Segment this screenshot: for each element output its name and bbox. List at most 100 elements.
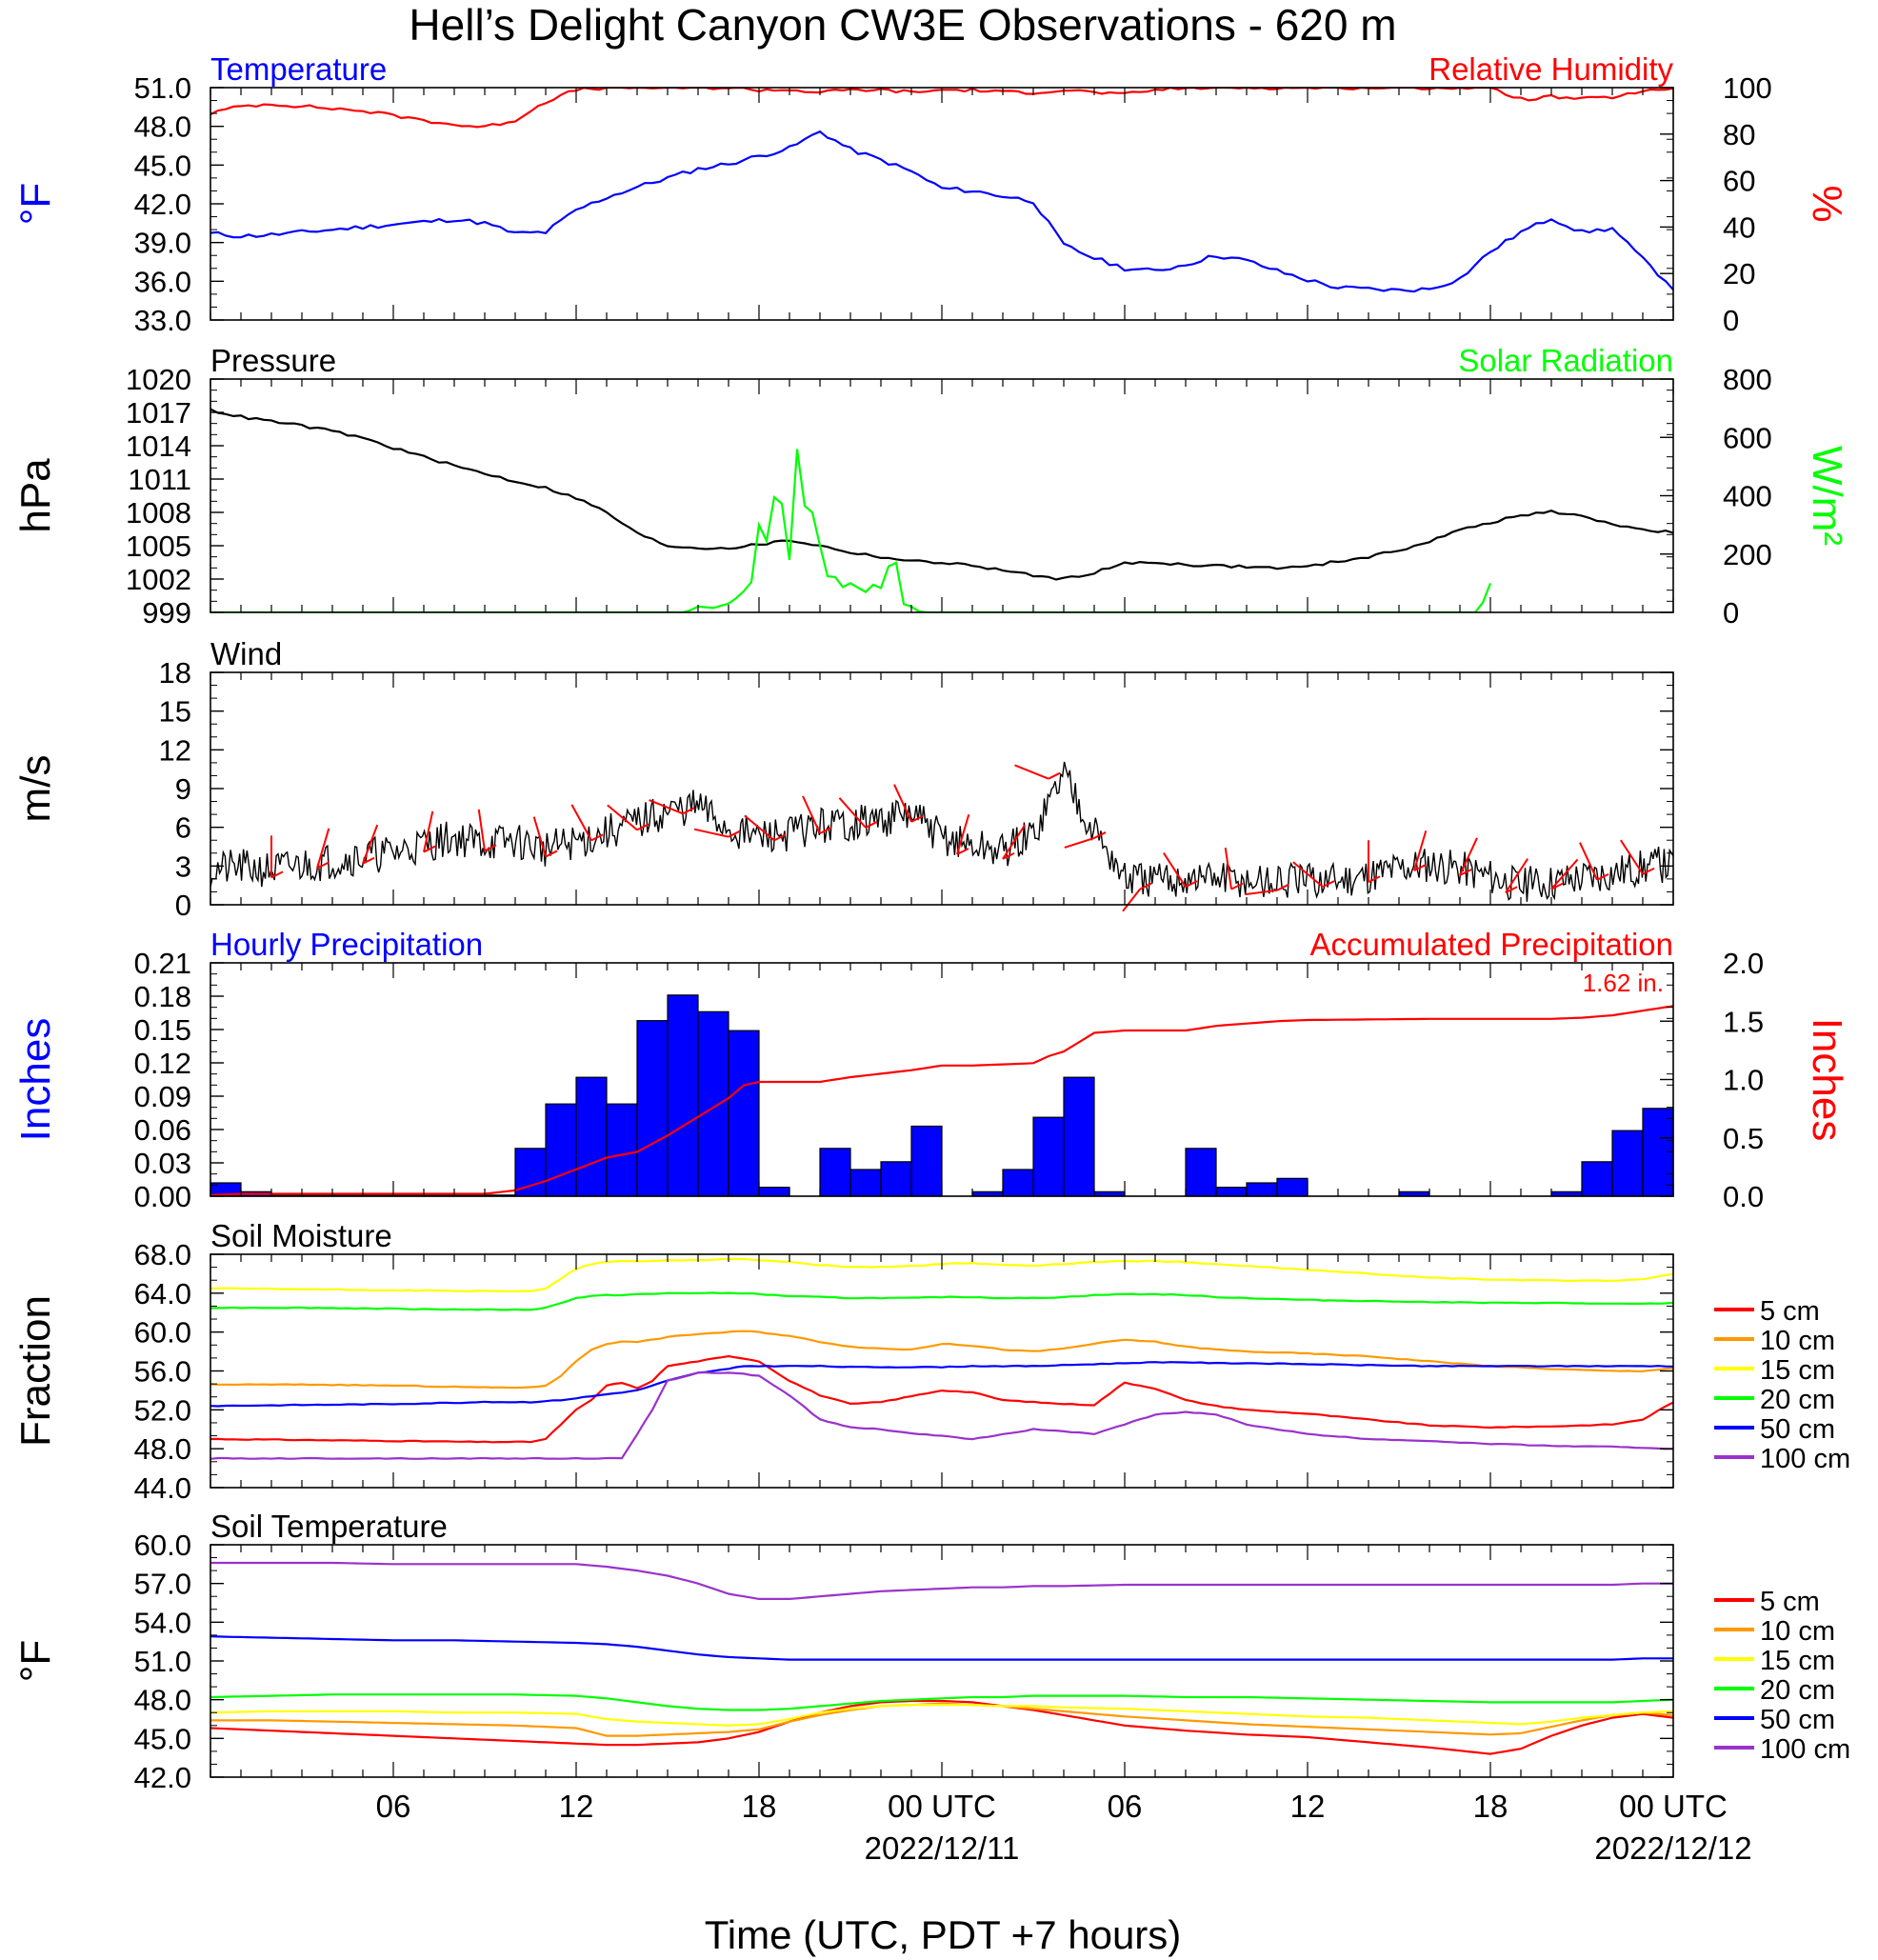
- wind-barb: [1014, 764, 1049, 780]
- legend-label: 100 cm: [1760, 1734, 1850, 1765]
- wind-barb-flag: [910, 814, 924, 823]
- precip-bar: [636, 1020, 669, 1197]
- precip-bar: [758, 1187, 790, 1197]
- panel-wind: 0 3 6 9 12 15 18 Wind m/s: [12, 636, 1674, 922]
- wind-barb: [1064, 836, 1095, 849]
- series-line-5-cm: [210, 1699, 1673, 1755]
- wind-barb-flag: [1368, 875, 1381, 884]
- y-tick-label: 18: [159, 656, 191, 690]
- y-axis-title-right: W/m²: [1804, 446, 1850, 546]
- wind-barb-flag: [865, 821, 878, 829]
- x-tick-label: 06: [376, 1789, 411, 1824]
- panel-soil_moisture: 44.0 48.0 52.0 56.0 60.0 64.0 68.0 Soil Moistur…: [12, 1218, 1850, 1505]
- y-axis-title-left: hPa: [12, 458, 59, 533]
- y-tick-label: 1011: [128, 463, 191, 496]
- precip-bar: [1581, 1161, 1613, 1197]
- wind-barb: [477, 809, 486, 851]
- wind-barb: [570, 804, 592, 841]
- x-tick-label: 18: [742, 1789, 777, 1824]
- wind-barb-flag: [773, 833, 787, 842]
- panel-left-title: Wind: [210, 636, 282, 671]
- y-axis-title-left: Inches: [12, 1018, 59, 1142]
- y-axis-title-left: °F: [12, 183, 59, 225]
- precip-bar: [1032, 1116, 1065, 1197]
- wind-barb-flag: [636, 823, 649, 831]
- y-tick-label: 1005: [126, 530, 191, 563]
- y-tick-label: 57.0: [134, 1568, 191, 1601]
- y-tick-label: 48.0: [134, 110, 191, 144]
- precip-bar: [697, 1010, 729, 1197]
- precip-bar: [667, 994, 699, 1197]
- y-tick-label: 48.0: [134, 1684, 191, 1717]
- y-tick-label: 1020: [126, 363, 191, 396]
- series-line-10-cm: [210, 1702, 1673, 1737]
- y-tick-label: 0.03: [134, 1147, 191, 1180]
- wind-barb: [423, 810, 434, 852]
- y-right-tick-label: 1.5: [1723, 1005, 1764, 1038]
- series-line-20-cm: [210, 1291, 1673, 1311]
- wind-barb: [1163, 852, 1187, 888]
- y-tick-label: 0.21: [134, 947, 191, 980]
- legend-label: 10 cm: [1760, 1616, 1835, 1647]
- series-line-temperature: [210, 130, 1673, 293]
- y-tick-label: 51.0: [134, 71, 191, 105]
- y-tick-label: 0.12: [134, 1047, 191, 1080]
- plot-frame: [210, 1544, 1674, 1778]
- y-tick-label: 12: [159, 733, 191, 767]
- y-tick-label: 15: [159, 695, 191, 729]
- precip-bar: [1215, 1187, 1248, 1197]
- x-tick-label: 18: [1473, 1789, 1508, 1824]
- legend-label: 5 cm: [1760, 1587, 1820, 1617]
- y-tick-label: 3: [175, 850, 191, 883]
- wind-barb: [316, 828, 330, 869]
- total-annotation: 1.62 in.: [1583, 969, 1664, 997]
- wind-barb: [693, 828, 729, 838]
- legend-label: 50 cm: [1760, 1414, 1835, 1445]
- panel-temperature: 33.0 36.0 39.0 42.0 45.0 48.0 51.0 0 20 40 60 80 100…: [12, 51, 1850, 337]
- series-line-10-cm: [210, 1330, 1673, 1390]
- x-tick-label: 06: [1108, 1789, 1143, 1824]
- series-line-20-cm: [210, 1693, 1673, 1711]
- y-tick-label: 1017: [126, 396, 191, 430]
- wind-barb-flag: [1642, 867, 1655, 875]
- wind-barb: [362, 824, 379, 865]
- y-tick-label: 0.18: [134, 980, 191, 1013]
- wind-barb: [1620, 839, 1644, 875]
- y-tick-label: 60.0: [134, 1316, 191, 1350]
- panel-left-title: Hourly Precipitation: [210, 927, 483, 962]
- y-tick-label: 36.0: [134, 265, 191, 298]
- plot-frame: [210, 671, 1674, 906]
- wind-barb-flag: [1322, 880, 1335, 889]
- wind-barb-flag: [956, 848, 969, 855]
- precip-bar: [910, 1125, 943, 1197]
- y-axis-title-right: Inches: [1804, 1018, 1850, 1142]
- wind-barb-flag: [1093, 831, 1107, 839]
- y-tick-label: 44.0: [134, 1471, 191, 1505]
- wind-barb: [649, 799, 684, 815]
- chart-panels: 33.036.039.042.045.048.051.0020406080100…: [12, 51, 1850, 1794]
- wind-barb: [1550, 858, 1579, 890]
- wind-barb-flag: [590, 833, 604, 842]
- y-axis-title-left: m/s: [12, 755, 59, 823]
- wind-barb-flag: [1048, 771, 1061, 780]
- series-line-15-cm: [210, 1704, 1673, 1727]
- precip-bar: [1063, 1076, 1095, 1197]
- y-tick-label: 39.0: [134, 227, 191, 260]
- wind-barb-flag: [1550, 882, 1564, 890]
- y-axis-title-right: %: [1804, 185, 1850, 222]
- y-right-tick-label: 2.0: [1723, 947, 1764, 980]
- panel-precipitation: 0.000.030.060.090.120.150.180.21 0.0 0.5 1.…: [12, 927, 1850, 1213]
- x-tick-date: 2022/12/11: [865, 1830, 1020, 1866]
- wind-barb: [838, 797, 867, 829]
- precip-bar: [575, 1076, 608, 1197]
- wind-barb: [1413, 830, 1428, 871]
- wind-barb-flag: [316, 861, 330, 870]
- legend-label: 100 cm: [1760, 1444, 1850, 1474]
- series-line-pressure: [210, 408, 1673, 581]
- y-right-tick-label: 0: [1723, 304, 1739, 337]
- y-tick-label: 0.15: [134, 1013, 191, 1047]
- y-tick-label: 1014: [126, 430, 191, 463]
- x-axis-title: Time (UTC, PDT +7 hours): [705, 1912, 1182, 1957]
- y-right-tick-label: 400: [1723, 480, 1772, 513]
- y-right-tick-label: 0: [1723, 596, 1739, 630]
